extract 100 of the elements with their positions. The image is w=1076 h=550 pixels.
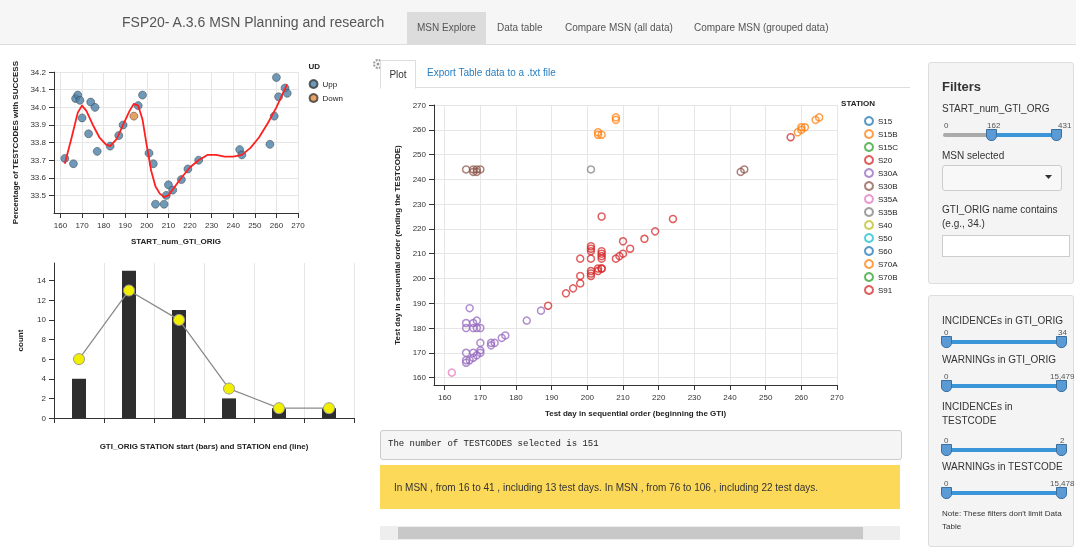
text: WARNINGs in GTI_ORIG bbox=[942, 354, 1057, 365]
x-axis-title: START_num_GTI_ORIG bbox=[130, 236, 222, 246]
x-tick-label: 200 bbox=[140, 220, 155, 230]
legend-title: UD bbox=[308, 61, 321, 71]
x-tick-label: 250 bbox=[758, 392, 773, 402]
x-tick-label: 230 bbox=[687, 392, 702, 402]
y-tick-label: 250 bbox=[412, 150, 427, 160]
text: GTI_ORIG name contains (e.g., 34.) bbox=[942, 203, 1059, 231]
text: INCIDENCEs in TESTCODE bbox=[942, 400, 1014, 428]
y-tick-label: 34.1 bbox=[30, 85, 47, 95]
text: 0 bbox=[944, 479, 949, 488]
text: 2 bbox=[1060, 436, 1065, 445]
text: 0 bbox=[944, 328, 949, 337]
x-tick-label: 180 bbox=[509, 392, 524, 402]
text: Data table bbox=[496, 21, 544, 35]
y-tick-label: 210 bbox=[412, 249, 427, 259]
legend-label: S70A bbox=[877, 259, 899, 269]
legend-label: S35B bbox=[877, 207, 898, 217]
text: 431 bbox=[1058, 121, 1072, 130]
text: Plot bbox=[380, 60, 416, 89]
y-tick-label: 200 bbox=[412, 273, 427, 283]
x-tick-label: 260 bbox=[269, 220, 284, 230]
y-axis-title: count bbox=[15, 329, 25, 352]
y-axis-title: Percentage of TESTCODES with SUCCESS bbox=[11, 60, 21, 225]
y-tick-label: 190 bbox=[412, 298, 427, 308]
x-tick-label: 190 bbox=[545, 392, 559, 402]
x-tick-label: 180 bbox=[96, 220, 111, 230]
x-tick-label: 200 bbox=[580, 392, 595, 402]
text: FSP20- A.3.6 MSN Planning and research bbox=[122, 14, 385, 30]
legend-label: Upp bbox=[322, 79, 338, 89]
text: Note: These filters don't limit Data Table bbox=[942, 508, 1063, 533]
text: Compare MSN (grouped data) bbox=[693, 21, 830, 35]
text: INCIDENCEs in GTI_ORIG bbox=[942, 315, 1064, 326]
y-tick-label: 33.6 bbox=[30, 173, 47, 183]
x-tick-label: 220 bbox=[652, 392, 666, 402]
legend-label: S40 bbox=[877, 220, 893, 230]
x-tick-label: 230 bbox=[204, 220, 219, 230]
y-tick-label: 8 bbox=[41, 335, 47, 345]
y-tick-label: 33.8 bbox=[30, 138, 47, 148]
text: 15,479 bbox=[1050, 372, 1075, 381]
text: START_num_GTI_ORG bbox=[942, 103, 1050, 114]
y-tick-label: 170 bbox=[412, 348, 427, 358]
text: The number of TESTCODES selected is 151 bbox=[388, 439, 599, 449]
x-tick-label: 170 bbox=[473, 392, 488, 402]
x-tick-label: 210 bbox=[161, 220, 176, 230]
x-tick-label: 190 bbox=[118, 220, 133, 230]
x-tick-label: 270 bbox=[291, 220, 306, 230]
text: MSN selected bbox=[942, 150, 1005, 161]
y-tick-label: 240 bbox=[412, 174, 427, 184]
legend-label: S15B bbox=[877, 129, 898, 139]
x-axis-title: GTI_ORIG STATION start (bars) and STATION end (line) bbox=[99, 441, 309, 451]
legend-label: Down bbox=[322, 93, 343, 103]
x-tick-label: 160 bbox=[438, 392, 452, 402]
y-tick-label: 260 bbox=[412, 125, 427, 135]
y-tick-label: 10 bbox=[37, 315, 47, 325]
x-tick-label: 250 bbox=[248, 220, 263, 230]
legend-title: STATION bbox=[841, 98, 876, 108]
legend-label: S15 bbox=[877, 116, 893, 126]
legend-label: S20 bbox=[877, 155, 893, 165]
text: 34 bbox=[1058, 328, 1067, 337]
text: In MSN , from 16 to 41 , including 13 test days. In MSN , from 76 to 106 , including 22 test days. bbox=[394, 482, 819, 493]
x-tick-label: 170 bbox=[75, 220, 90, 230]
legend-label: S30B bbox=[877, 181, 898, 191]
text: 162 bbox=[987, 121, 1001, 130]
y-tick-label: 34.0 bbox=[30, 102, 47, 112]
y-axis-title: Test day in sequential order (ending the TESTCODE) bbox=[393, 144, 403, 345]
legend-label: S50 bbox=[877, 233, 893, 243]
text: Filters bbox=[942, 79, 982, 94]
text: 15,478 bbox=[1050, 479, 1075, 488]
y-tick-label: 270 bbox=[412, 100, 427, 110]
text: 0 bbox=[944, 436, 949, 445]
x-tick-label: 220 bbox=[183, 220, 198, 230]
x-tick-label: 260 bbox=[794, 392, 809, 402]
legend-label: S15C bbox=[877, 142, 899, 152]
legend-label: S30A bbox=[877, 168, 899, 178]
text: Compare MSN (all data) bbox=[564, 21, 674, 35]
text: 0 bbox=[944, 372, 949, 381]
y-tick-label: 180 bbox=[412, 323, 427, 333]
y-tick-label: 6 bbox=[41, 354, 47, 364]
legend-label: S35A bbox=[877, 194, 899, 204]
y-tick-label: 33.9 bbox=[30, 120, 47, 130]
text: MSN Explore bbox=[407, 12, 486, 44]
y-tick-label: 230 bbox=[412, 199, 427, 209]
x-axis-title: Test day in sequential order (beginning the GTI) bbox=[544, 408, 727, 418]
y-tick-label: 33.5 bbox=[30, 190, 47, 200]
x-tick-label: 240 bbox=[723, 392, 738, 402]
y-tick-label: 4 bbox=[41, 374, 47, 384]
y-tick-label: 2 bbox=[41, 393, 47, 403]
text: WARNINGs in TESTCODE bbox=[942, 461, 1063, 472]
y-tick-label: 14 bbox=[37, 276, 47, 286]
x-tick-label: 270 bbox=[830, 392, 845, 402]
text: Export Table data to a .txt file bbox=[427, 67, 556, 78]
y-tick-label: 33.7 bbox=[30, 155, 47, 165]
y-tick-label: 12 bbox=[37, 295, 47, 305]
x-tick-label: 210 bbox=[616, 392, 631, 402]
legend-label: S91 bbox=[877, 285, 893, 295]
text: 0 bbox=[944, 121, 949, 130]
x-tick-label: 240 bbox=[226, 220, 241, 230]
legend-label: S60 bbox=[877, 246, 893, 256]
y-tick-label: 34.2 bbox=[30, 67, 47, 77]
